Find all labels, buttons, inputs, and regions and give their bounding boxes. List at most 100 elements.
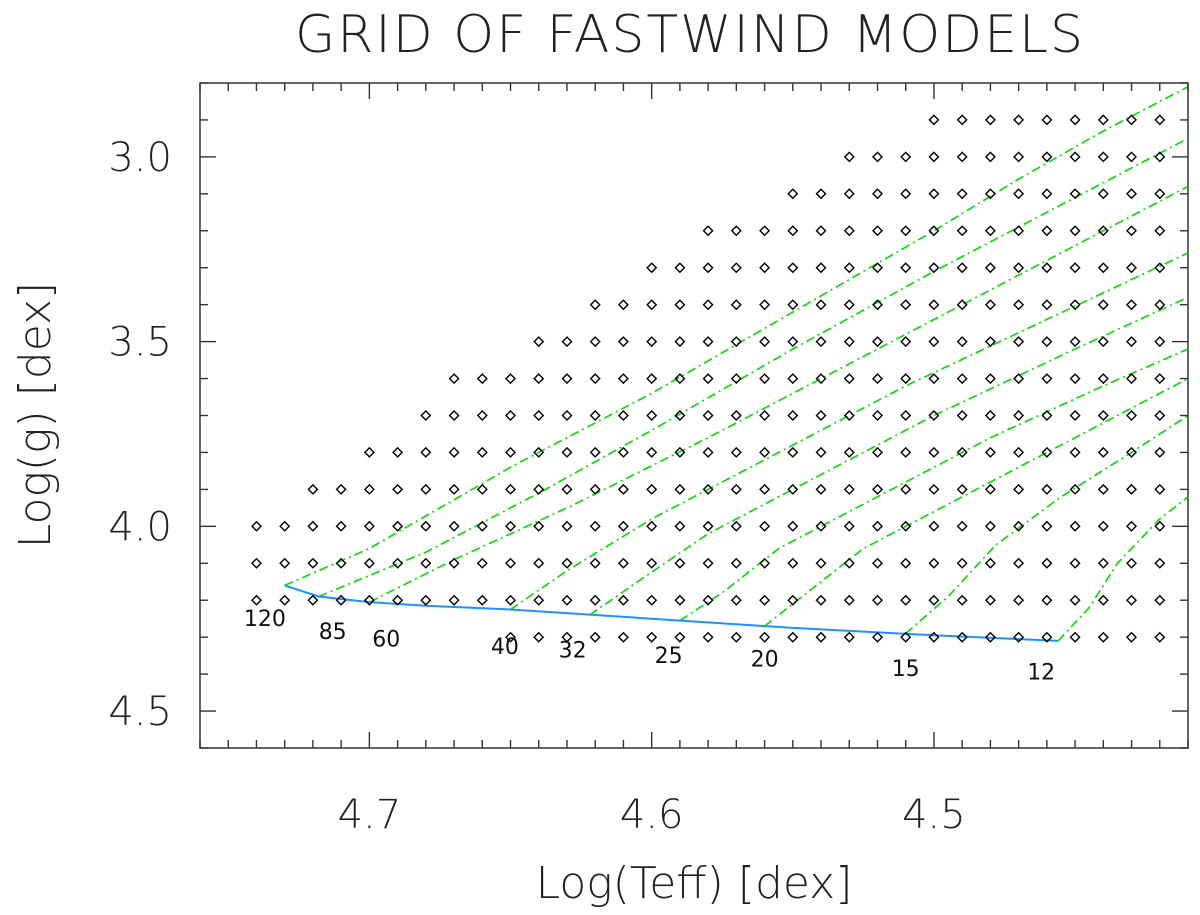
model-point	[533, 631, 545, 643]
model-point	[561, 557, 573, 569]
model-point	[1154, 631, 1166, 643]
model-point	[787, 520, 799, 532]
mass-label-15: 15	[892, 657, 920, 682]
model-point	[787, 557, 799, 569]
model-point	[843, 631, 855, 643]
model-point	[900, 336, 912, 348]
model-point	[1126, 557, 1137, 569]
model-point	[702, 631, 714, 643]
model-point	[730, 594, 742, 606]
model-point	[589, 594, 601, 606]
model-point	[1013, 373, 1025, 385]
model-point	[392, 557, 404, 569]
model-point	[900, 557, 912, 569]
model-point	[956, 262, 968, 274]
model-point	[589, 410, 601, 421]
model-point	[1041, 151, 1053, 163]
model-point	[872, 225, 883, 237]
model-point	[363, 557, 375, 569]
model-point	[1069, 446, 1081, 458]
model-point	[928, 336, 940, 348]
model-point	[843, 225, 855, 237]
model-point	[1154, 151, 1166, 163]
model-point	[1154, 410, 1166, 421]
model-point	[561, 594, 573, 606]
model-point	[759, 336, 771, 348]
model-point	[900, 410, 912, 421]
model-point	[1126, 336, 1137, 348]
model-point	[1069, 520, 1081, 532]
model-point	[956, 114, 968, 126]
mass-label-25: 25	[655, 644, 683, 669]
model-point	[505, 631, 516, 643]
track-85-msun	[318, 137, 1189, 598]
model-point	[984, 336, 996, 348]
model-point	[617, 336, 629, 348]
model-point	[984, 114, 996, 126]
model-point	[759, 446, 771, 458]
model-point	[843, 336, 855, 348]
model-point	[900, 520, 912, 532]
model-point	[872, 373, 883, 385]
model-point	[335, 520, 347, 532]
model-point	[900, 483, 912, 495]
model-point	[872, 631, 883, 643]
model-point	[984, 594, 996, 606]
model-point	[1097, 373, 1109, 385]
model-point	[815, 188, 827, 200]
model-point	[617, 631, 629, 643]
track-120-msun	[284, 85, 1189, 587]
model-point	[984, 557, 996, 569]
model-point	[702, 557, 714, 569]
model-point	[1013, 336, 1025, 348]
model-point	[674, 557, 686, 569]
model-point	[1041, 483, 1053, 495]
track-20-msun	[764, 377, 1189, 627]
model-point	[900, 151, 912, 163]
model-point	[251, 520, 262, 532]
model-point	[956, 373, 968, 385]
model-point	[815, 373, 827, 385]
model-point	[702, 373, 714, 385]
model-point	[815, 299, 827, 311]
model-point	[1013, 483, 1025, 495]
model-point	[646, 373, 658, 385]
model-point	[1154, 114, 1166, 126]
model-point	[956, 557, 968, 569]
model-point	[505, 410, 516, 421]
model-point	[928, 151, 940, 163]
model-point	[984, 373, 996, 385]
model-point	[1069, 188, 1081, 200]
track-32-msun	[589, 296, 1189, 616]
model-point	[1097, 446, 1109, 458]
model-point	[674, 410, 686, 421]
model-point	[646, 410, 658, 421]
model-point	[872, 262, 883, 274]
model-point	[363, 483, 375, 495]
model-point	[1154, 557, 1166, 569]
model-point	[956, 520, 968, 532]
model-point	[984, 446, 996, 458]
model-point	[1097, 594, 1109, 606]
model-point	[505, 483, 516, 495]
model-point	[646, 520, 658, 532]
model-point	[984, 151, 996, 163]
track-15-msun	[905, 414, 1189, 635]
mass-label-85: 85	[319, 620, 347, 645]
model-point	[956, 410, 968, 421]
model-point	[956, 631, 968, 643]
model-markers	[251, 114, 1166, 643]
model-point	[335, 557, 347, 569]
model-point	[1041, 262, 1053, 274]
model-point	[589, 483, 601, 495]
model-point	[1013, 631, 1025, 643]
model-point	[448, 520, 460, 532]
model-point	[533, 594, 545, 606]
model-point	[533, 336, 545, 348]
model-point	[956, 336, 968, 348]
mass-label-40: 40	[491, 635, 519, 660]
model-point	[1013, 114, 1025, 126]
model-point	[843, 188, 855, 200]
model-point	[448, 373, 460, 385]
